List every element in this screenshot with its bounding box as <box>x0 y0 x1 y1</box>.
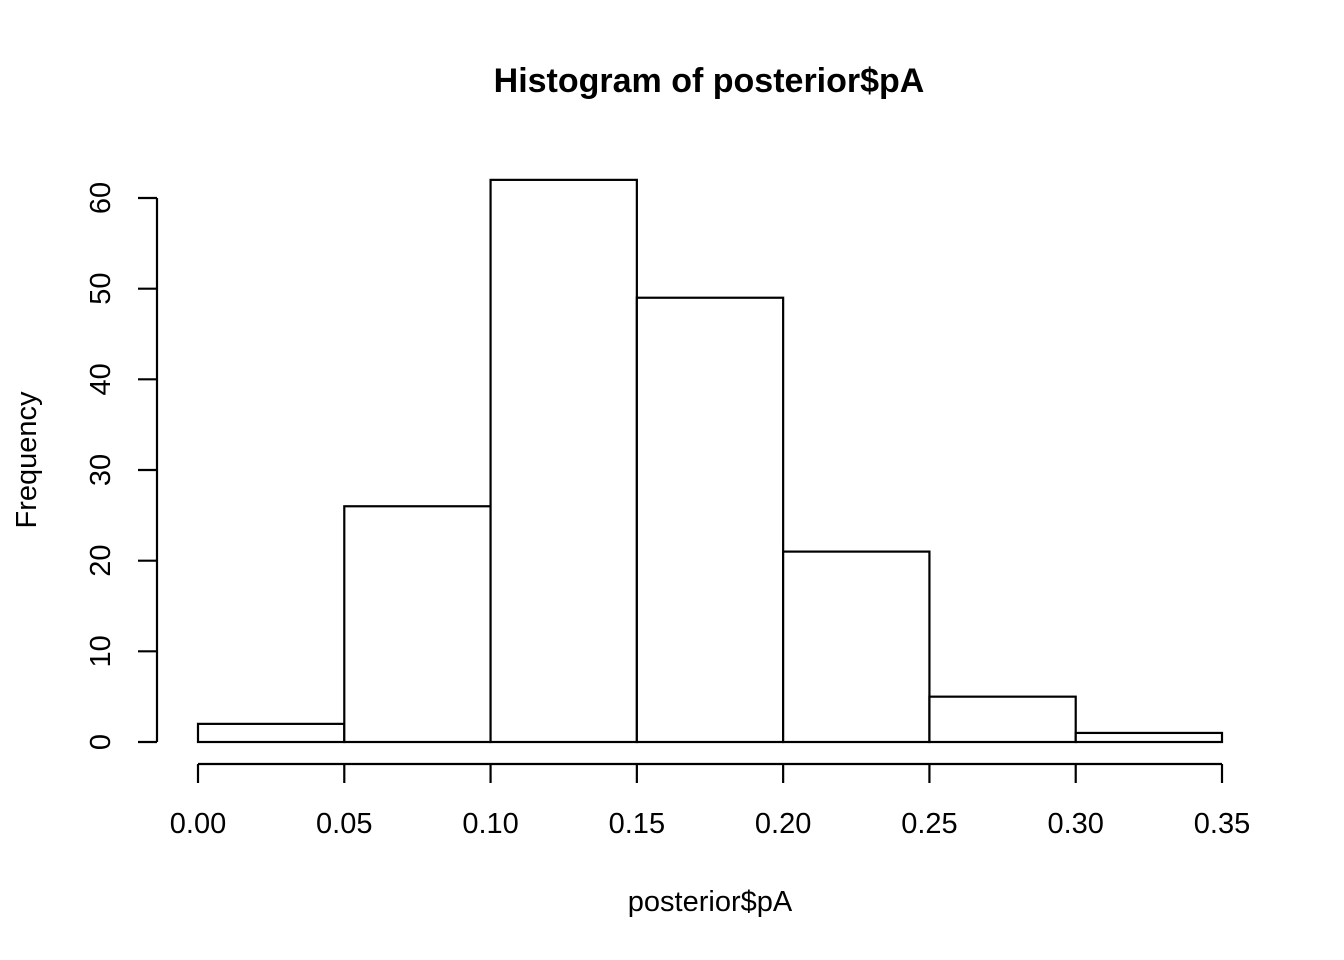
x-tick-label-2: 0.10 <box>462 808 518 840</box>
histogram-bar-6 <box>1074 731 1224 744</box>
x-tick-label-0: 0.00 <box>170 808 226 840</box>
x-tick-label-7: 0.35 <box>1194 808 1250 840</box>
bars-group <box>196 178 1224 744</box>
y-axis-label: Frequency <box>11 391 43 529</box>
x-axis: 0.00 0.05 0.10 0.15 0.20 0.25 0.30 0.35 <box>170 762 1250 840</box>
y-tick-label-4: 40 <box>85 363 117 395</box>
chart-title: Histogram of posterior$pA <box>494 62 925 100</box>
y-tick-label-3: 30 <box>85 454 117 486</box>
y-tick-label-5: 50 <box>85 273 117 305</box>
y-tick-label-6: 60 <box>85 182 117 214</box>
histogram-bar-2 <box>489 178 638 744</box>
x-tick-label-6: 0.30 <box>1047 808 1103 840</box>
x-axis-label: posterior$pA <box>628 886 793 918</box>
histogram-bar-0 <box>196 722 346 744</box>
histogram-bar-5 <box>928 695 1077 744</box>
histogram-bar-1 <box>343 505 492 744</box>
x-tick-label-1: 0.05 <box>316 808 372 840</box>
y-axis: 0 10 20 30 40 50 60 <box>85 182 159 750</box>
x-tick-label-3: 0.15 <box>609 808 665 840</box>
histogram-bar-3 <box>635 296 785 744</box>
histogram-bar-4 <box>782 550 931 744</box>
y-tick-label-2: 20 <box>85 545 117 577</box>
y-tick-label-0: 0 <box>85 734 117 750</box>
x-tick-label-5: 0.25 <box>901 808 957 840</box>
x-tick-label-4: 0.20 <box>755 808 811 840</box>
y-tick-label-1: 10 <box>85 635 117 667</box>
